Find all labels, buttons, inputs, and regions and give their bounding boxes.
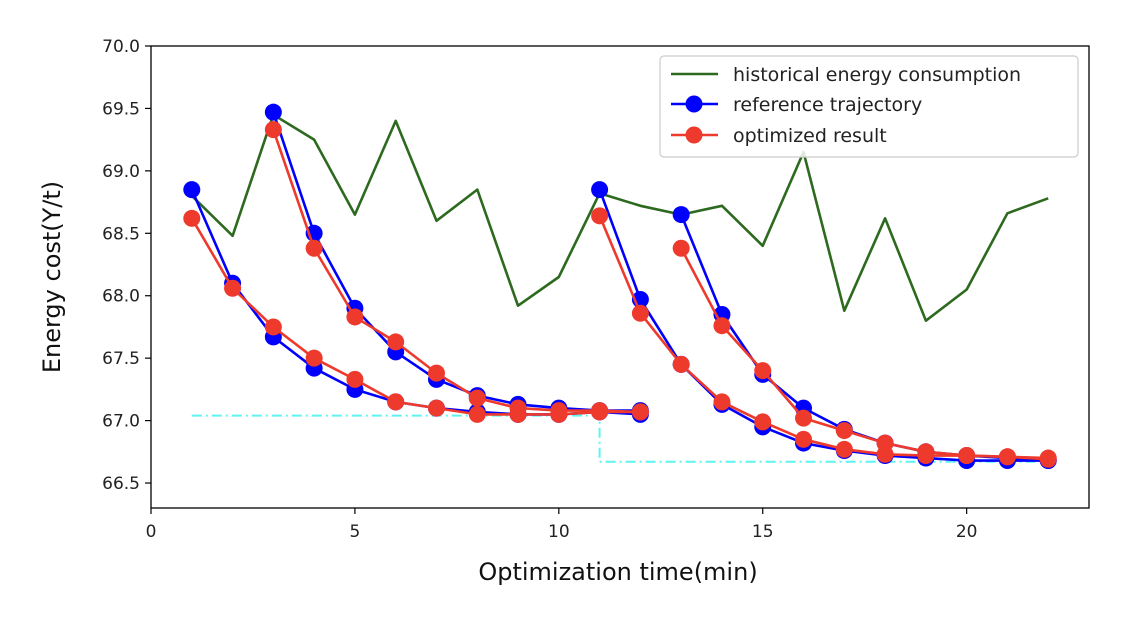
- optimized-result-point: [672, 239, 690, 257]
- optimized-result-point: [387, 393, 405, 411]
- x-tick-label: 5: [349, 522, 360, 542]
- optimized-result-point: [264, 318, 282, 336]
- optimized-result-point: [305, 239, 323, 257]
- optimized-result-point: [224, 279, 242, 297]
- optimized-result-point: [835, 440, 853, 458]
- optimized-result-point: [468, 389, 486, 407]
- legend-label-historical: historical energy consumption: [733, 64, 1021, 86]
- reference-trajectory-line-4: [679, 214, 1049, 462]
- legend: historical energy consumption reference …: [659, 55, 1079, 158]
- optimized-result-point: [183, 209, 201, 227]
- series-historical-energy-consumption: [190, 113, 1049, 323]
- series-reference-trajectory: [183, 103, 1057, 470]
- optimized-result-point: [754, 362, 772, 380]
- x-tick-label: 15: [752, 522, 774, 542]
- ticks-layer: 0 5 10 15 20 66.5 67.0 67.5 68.0 68.5 69.0 69.5 70.0: [102, 37, 977, 542]
- optimized-result-point: [1039, 449, 1057, 467]
- optimized-result-point: [998, 448, 1016, 466]
- optimized-result-point: [387, 333, 405, 351]
- y-tick-label: 67.0: [102, 412, 140, 432]
- optimized-result-line-2: [272, 129, 641, 414]
- historical-energy-consumption-line-1: [190, 113, 1049, 323]
- y-tick-label: 69.0: [102, 162, 140, 182]
- optimized-result-point: [550, 402, 568, 420]
- optimized-result-point: [427, 364, 445, 382]
- x-tick-label: 20: [956, 522, 978, 542]
- optimized-result-point: [346, 370, 364, 388]
- series-layer: [183, 103, 1057, 470]
- optimized-result-point: [427, 399, 445, 417]
- optimized-result-point: [958, 447, 976, 465]
- optimized-result-point: [509, 399, 527, 417]
- threshold-line-1: [191, 414, 1049, 463]
- optimized-result-point: [305, 349, 323, 367]
- reference-trajectory-point: [591, 181, 609, 199]
- optimized-result-point: [713, 317, 731, 335]
- optimized-result-line-3: [598, 215, 1049, 461]
- optimized-result-point: [468, 405, 486, 423]
- y-tick-label: 67.5: [102, 349, 140, 369]
- optimized-result-point: [876, 434, 894, 452]
- legend-label-optimized: optimized result: [733, 125, 887, 147]
- optimized-result-point: [591, 207, 609, 225]
- reference-trajectory-point: [183, 181, 201, 199]
- optimized-result-point: [835, 422, 853, 440]
- optimized-result-point: [795, 409, 813, 427]
- optimized-result-point: [917, 443, 935, 461]
- plot-area-frame: [150, 45, 1090, 509]
- y-tick-label: 70.0: [102, 37, 140, 57]
- y-axis-label: Energy cost(Y/t): [38, 181, 66, 373]
- y-tick-label: 68.0: [102, 287, 140, 307]
- optimized-result-point: [631, 403, 649, 421]
- x-tick-label: 0: [146, 522, 157, 542]
- optimized-result-line-4: [680, 247, 1049, 460]
- legend-marker-reference: [685, 95, 703, 113]
- series-threshold: [191, 414, 1049, 463]
- optimized-result-point: [264, 121, 282, 139]
- y-tick-label: 69.5: [102, 99, 140, 119]
- optimized-result-point: [795, 430, 813, 448]
- legend-label-reference: reference trajectory: [733, 94, 922, 116]
- y-tick-label: 68.5: [102, 224, 140, 244]
- optimized-result-point: [591, 402, 609, 420]
- legend-box: [659, 55, 1079, 158]
- x-axis-label: Optimization time(min): [478, 558, 757, 586]
- optimized-result-point: [754, 413, 772, 431]
- reference-trajectory-point: [672, 206, 690, 224]
- x-tick-label: 10: [548, 522, 570, 542]
- y-tick-label: 66.5: [102, 474, 140, 494]
- series-optimized-result: [183, 121, 1057, 468]
- optimized-result-point: [346, 308, 364, 326]
- optimized-result-point: [672, 355, 690, 373]
- reference-trajectory-point: [264, 103, 282, 121]
- optimized-result-point: [631, 304, 649, 322]
- reference-trajectory-line-1: [190, 189, 641, 416]
- optimized-result-point: [713, 393, 731, 411]
- legend-marker-optimized: [685, 126, 703, 144]
